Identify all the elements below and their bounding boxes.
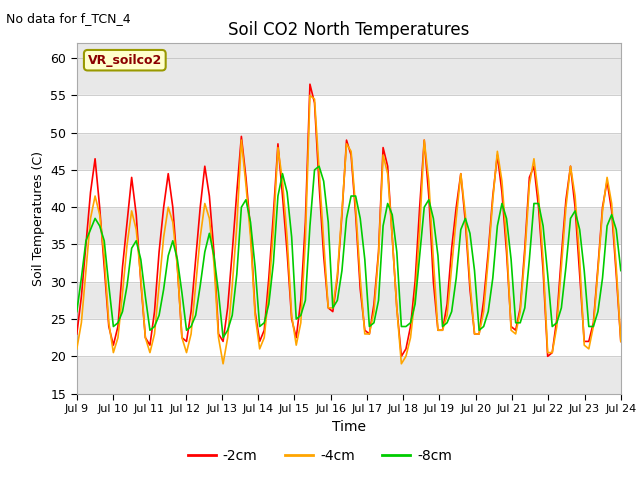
Bar: [77, 244, 621, 282]
Bar: [77, 170, 621, 207]
Text: VR_soilco2: VR_soilco2: [88, 54, 162, 67]
X-axis label: Time: Time: [332, 420, 366, 433]
Bar: [77, 96, 621, 132]
Y-axis label: Soil Temperatures (C): Soil Temperatures (C): [32, 151, 45, 286]
Title: Soil CO2 North Temperatures: Soil CO2 North Temperatures: [228, 21, 470, 39]
Legend: -2cm, -4cm, -8cm: -2cm, -4cm, -8cm: [182, 443, 458, 468]
Bar: [77, 319, 621, 356]
Text: No data for f_TCN_4: No data for f_TCN_4: [6, 12, 131, 25]
